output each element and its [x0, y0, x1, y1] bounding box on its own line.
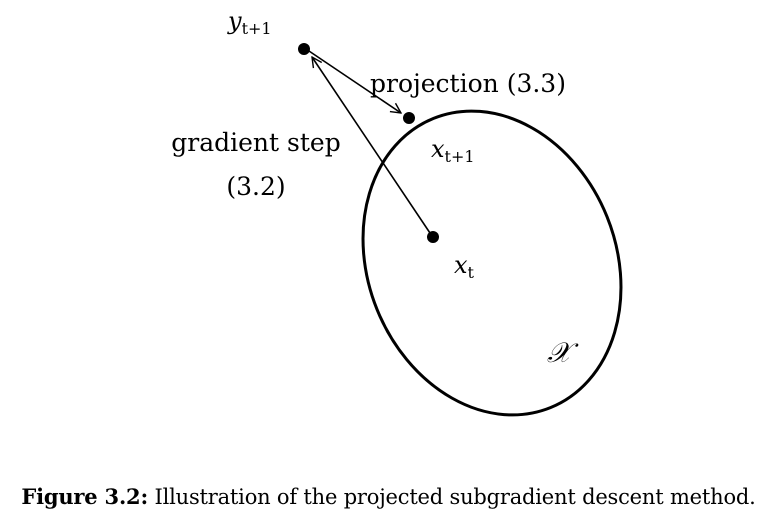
caption-label: Figure 3.2:: [21, 484, 149, 509]
label-feasible-set: 𝒳: [547, 336, 579, 369]
figure-caption: Figure 3.2: Illustration of the projecte…: [0, 484, 777, 509]
label-gradient-step-ref: (3.2): [226, 172, 285, 201]
caption-text: Illustration of the projected subgradien…: [148, 485, 756, 509]
point-x-t: [427, 231, 439, 243]
point-y-next: [298, 43, 310, 55]
label-x-next: xt+1: [431, 135, 475, 166]
feasible-set-ellipse: [361, 109, 623, 417]
label-projection: projection (3.3): [370, 69, 566, 98]
point-x-next: [403, 112, 415, 124]
gradient-step-arrow: [312, 57, 433, 237]
label-y-next: yt+1: [227, 7, 272, 38]
projection-arrow: [305, 48, 401, 113]
label-x-t: xt: [454, 251, 475, 282]
label-gradient-step: gradient step: [171, 128, 340, 157]
